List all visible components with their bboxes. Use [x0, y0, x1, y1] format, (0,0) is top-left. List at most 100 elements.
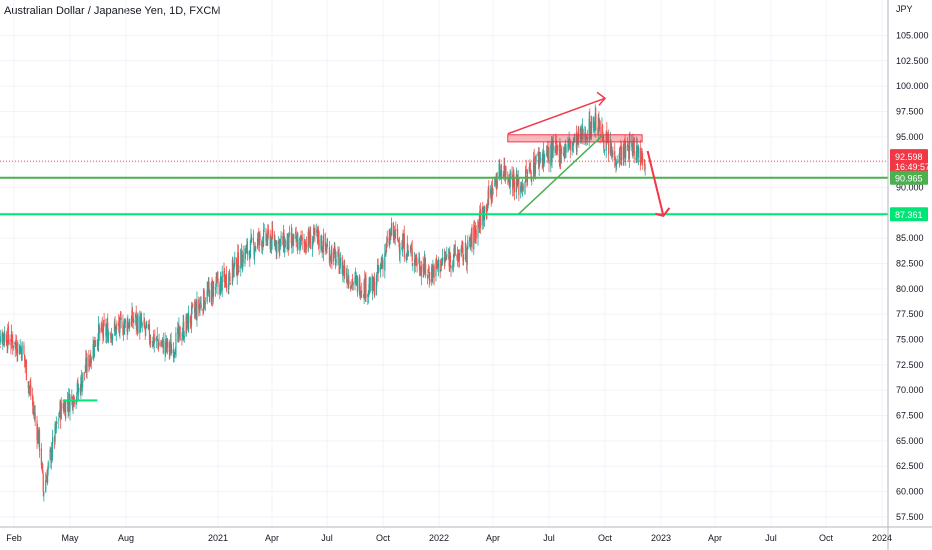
candle-body — [216, 279, 218, 281]
candle-body — [114, 324, 116, 327]
candle-body — [611, 152, 613, 153]
candle-body — [542, 151, 544, 162]
candle-body — [555, 141, 557, 145]
candle-body — [245, 247, 247, 254]
candle-body — [584, 134, 587, 142]
candle-body — [169, 349, 171, 351]
candle-body — [321, 249, 323, 251]
candle-body — [337, 251, 339, 257]
candle-body — [149, 341, 151, 344]
candle-body — [101, 324, 103, 330]
candle-body — [178, 325, 180, 338]
candle-body — [593, 128, 595, 130]
candle-body — [76, 382, 78, 396]
candle-body — [139, 319, 142, 332]
candle-body — [221, 271, 223, 291]
candle-body — [571, 142, 573, 151]
candle-body — [249, 240, 251, 258]
candle-body — [394, 229, 396, 237]
candle-body — [136, 318, 139, 334]
candle-body — [594, 124, 596, 130]
candle-body — [182, 323, 184, 333]
candle-body — [27, 381, 29, 389]
candle-body — [418, 257, 421, 271]
candle-body — [539, 153, 541, 161]
candle-body — [251, 237, 253, 241]
candle-body — [217, 278, 219, 287]
candle-body — [30, 385, 32, 397]
candle-body — [454, 244, 456, 256]
candle-body — [275, 246, 277, 251]
candle-body — [186, 314, 188, 325]
candle-body — [284, 240, 286, 253]
support-upper-tag-text: 90.965 — [895, 174, 923, 184]
y-tick-label: 105.000 — [896, 30, 929, 40]
candle-body — [330, 250, 332, 263]
candle-body — [542, 150, 545, 167]
candle-body — [112, 334, 114, 340]
candle-body — [333, 247, 335, 252]
candle-body — [460, 248, 462, 256]
candle-body — [384, 251, 387, 255]
candle-body — [347, 280, 349, 285]
candle-body — [494, 179, 497, 182]
candle-body — [580, 127, 582, 139]
candle-body — [135, 311, 137, 327]
candle-body — [130, 317, 133, 326]
candle-body — [101, 322, 103, 332]
candle-body — [594, 113, 596, 126]
candle-body — [407, 245, 409, 250]
candle-body — [191, 305, 193, 307]
candle-body — [172, 349, 175, 357]
candle-body — [627, 145, 629, 149]
candle-body — [411, 247, 413, 250]
candle-body — [568, 140, 570, 142]
candle-body — [511, 171, 513, 178]
candle-body — [369, 285, 371, 294]
candle-body — [322, 235, 324, 253]
candle-body — [19, 346, 21, 353]
candle-body — [143, 320, 145, 324]
candle-body — [287, 236, 289, 249]
candle-body — [160, 344, 163, 346]
candle-body — [1, 333, 3, 342]
candle-body — [190, 321, 192, 323]
candle-body — [386, 243, 388, 245]
candle-body — [439, 260, 441, 273]
candle-body — [561, 152, 563, 154]
candle-body — [317, 230, 319, 238]
candle-body — [367, 290, 369, 296]
candle-body — [132, 319, 134, 322]
candle-body — [42, 463, 44, 473]
candle-body — [166, 339, 169, 348]
candle-body — [620, 147, 623, 166]
y-tick-label: 100.000 — [896, 81, 929, 91]
candle-body — [469, 237, 471, 241]
candle-body — [521, 185, 524, 191]
candle-body — [475, 229, 477, 239]
candle-body — [359, 278, 361, 297]
candle-body — [522, 184, 524, 191]
candle-body — [512, 177, 514, 190]
candle-body — [337, 250, 340, 253]
candle-body — [372, 278, 374, 291]
candle-body — [189, 315, 191, 323]
candle-body — [515, 174, 517, 193]
candle-body — [73, 394, 75, 404]
candle-body — [252, 237, 254, 243]
candle-body — [132, 312, 134, 323]
candle-body — [603, 149, 605, 152]
candle-body — [33, 410, 35, 414]
candle-body — [288, 232, 291, 234]
candle-body — [237, 252, 239, 270]
candle-body — [517, 182, 519, 185]
candle-body — [37, 429, 39, 443]
candle-body — [93, 339, 95, 357]
candle-body — [248, 251, 250, 256]
candle-body — [208, 290, 211, 302]
candle-body — [300, 236, 302, 238]
support-lower-tag-text: 87.361 — [895, 210, 923, 220]
candle-body — [386, 237, 388, 243]
candle-body — [500, 170, 502, 172]
